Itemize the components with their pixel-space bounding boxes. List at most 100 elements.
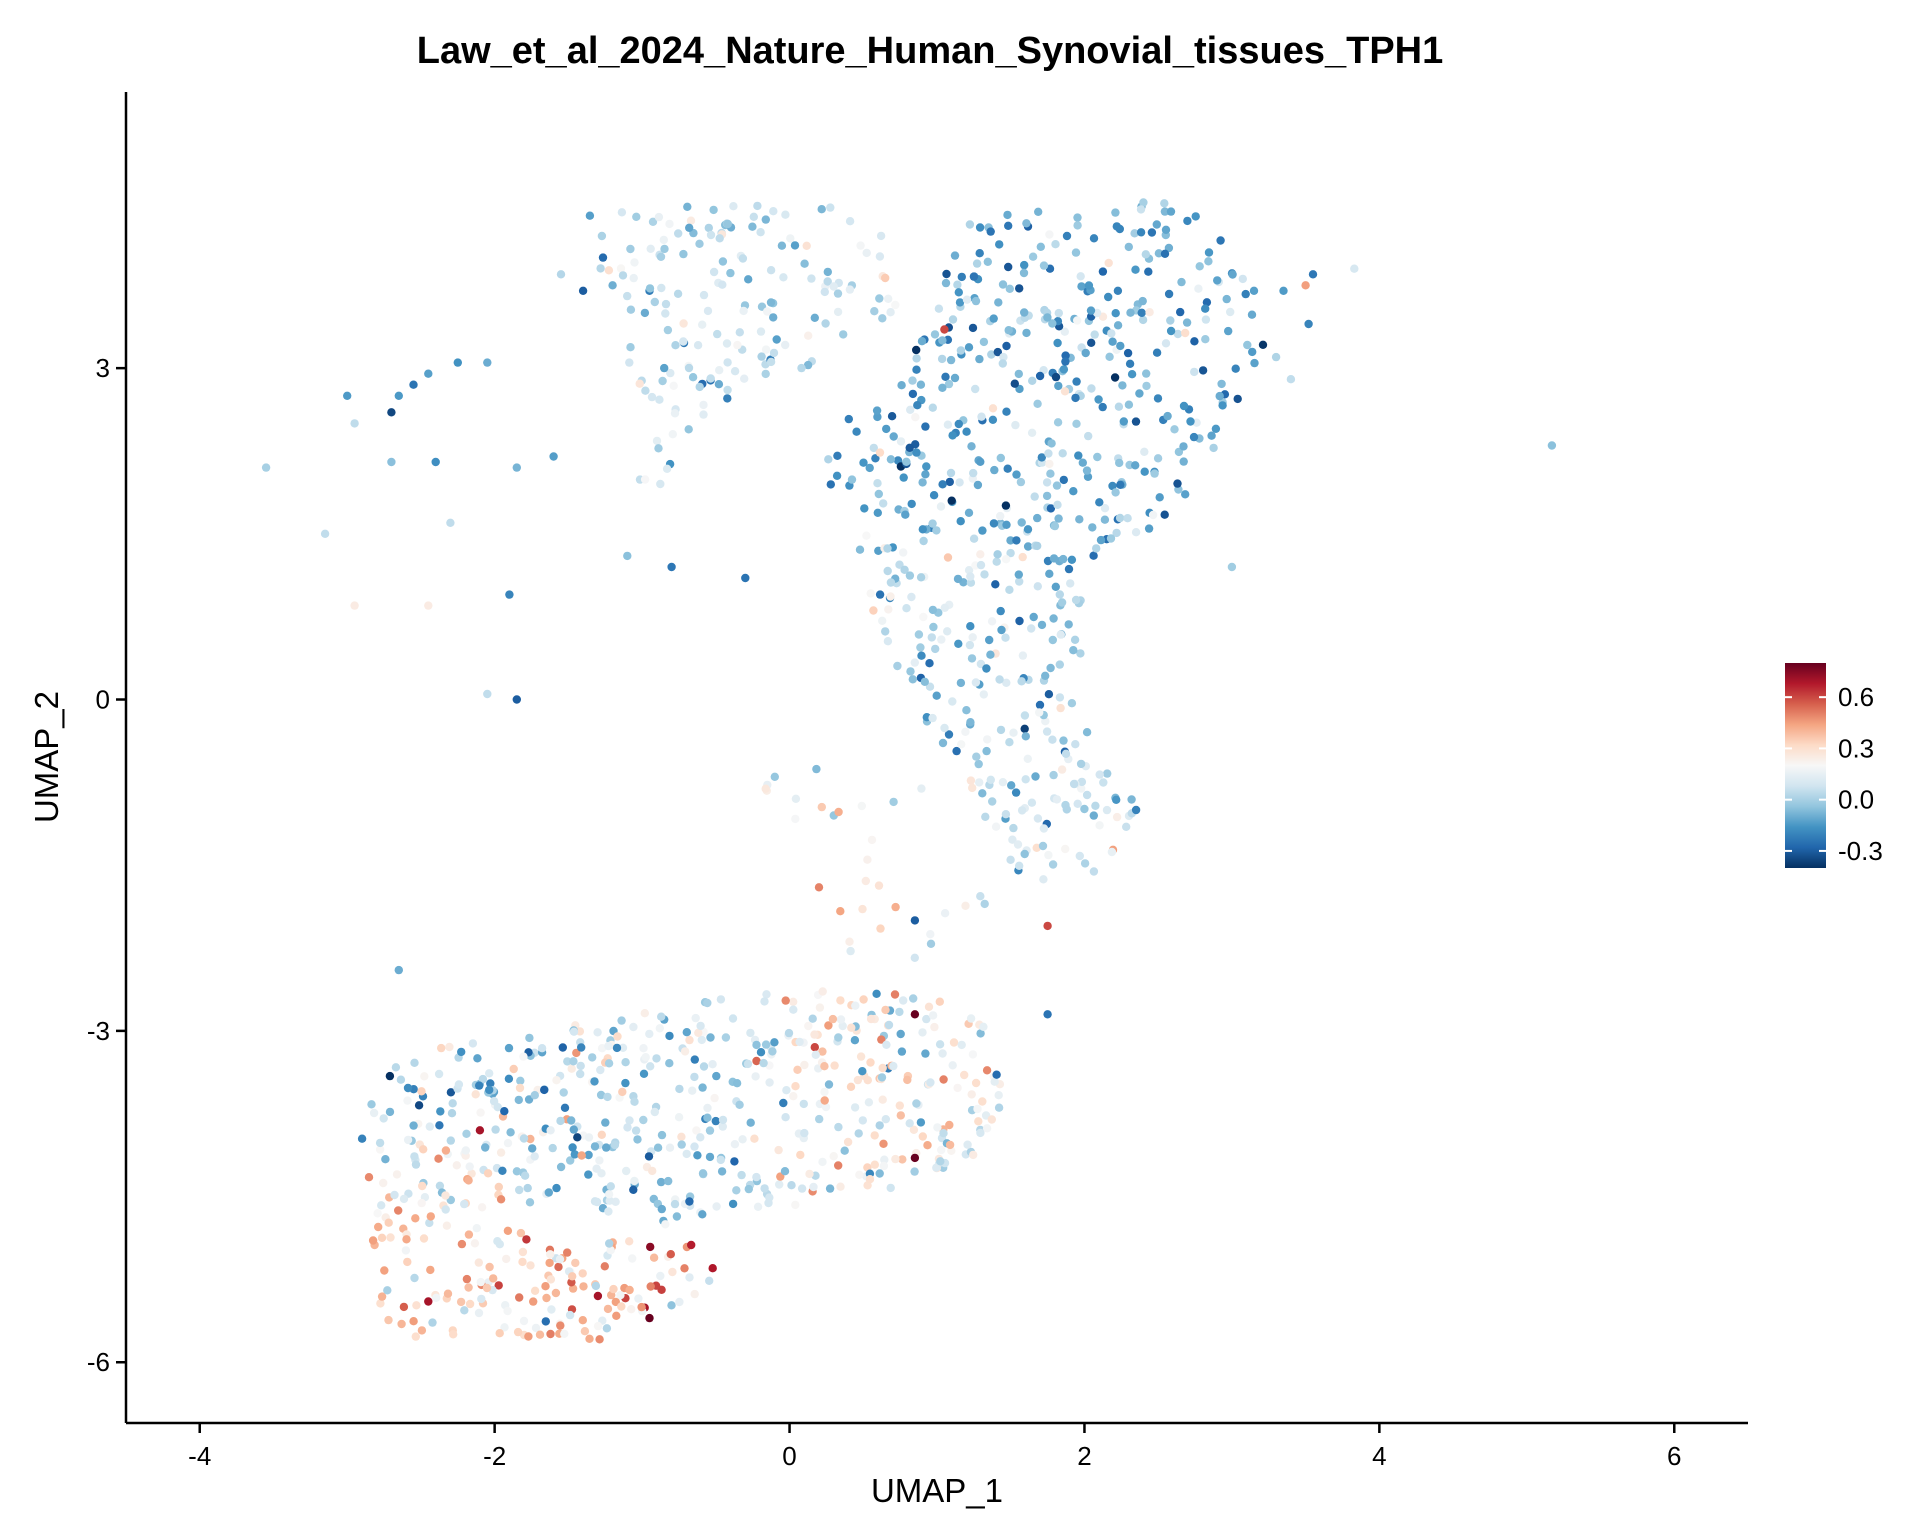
scatter-point [761,784,770,793]
scatter-point [1202,298,1212,307]
scatter-point [953,1083,962,1093]
scatter-point [789,1005,798,1014]
scatter-point [1059,736,1068,745]
scatter-point [912,354,921,363]
scatter-point [544,1188,553,1197]
colorbar-gradient [1785,663,1826,868]
scatter-point [1131,805,1141,815]
scatter-point [1001,810,1011,819]
scatter-point [1062,231,1072,241]
scatter-point [411,1214,420,1223]
scatter-point [679,249,688,259]
scatter-point [1136,228,1146,237]
scatter-point [525,1033,534,1043]
scatter-point [979,337,989,347]
scatter-point [640,475,650,484]
scatter-point [662,464,672,473]
scatter-point [907,499,916,509]
scatter-point [910,953,919,962]
scatter-point [728,1199,738,1209]
scatter-point [595,1335,604,1344]
scatter-point [834,1122,843,1132]
scatter-point [383,1286,392,1295]
scatter-point [668,1267,677,1277]
scatter-point [930,1022,939,1032]
scatter-point [872,989,881,998]
scatter-point [569,1057,578,1066]
scatter-point [1231,364,1240,373]
scatter-point [1160,207,1170,216]
scatter-point [917,784,926,793]
scatter-point [1015,861,1024,870]
scatter-point [1016,477,1026,487]
scatter-point [818,1157,827,1167]
scatter-point [993,347,1002,357]
scatter-point [320,529,330,538]
scatter-point [401,1246,411,1255]
scatter-point [692,1126,701,1135]
scatter-point [491,1125,500,1134]
scatter-point [526,1261,535,1270]
scatter-point [956,517,965,526]
scatter-point [571,1258,580,1268]
scatter-point [836,996,845,1005]
scatter-point [1071,740,1080,749]
scatter-point [578,1269,587,1278]
scatter-point [1088,523,1097,532]
scatter-point [875,1121,884,1130]
scatter-point [461,1146,470,1155]
scatter-point [693,1151,702,1160]
scatter-point [535,1330,545,1339]
scatter-point [845,937,854,946]
scatter-point [684,425,693,434]
scatter-point [954,288,963,297]
scatter-point [500,1107,509,1116]
scatter-point [506,1128,515,1137]
scatter-point [861,876,870,886]
scatter-point [660,363,669,373]
scatter-point [820,1062,829,1071]
scatter-point [679,319,688,328]
scatter-point [1113,321,1123,330]
scatter-point [928,713,937,723]
scatter-point [877,1073,887,1082]
scatter-point [862,248,871,258]
scatter-point [446,1088,456,1097]
scatter-point [1179,442,1188,451]
scatter-point [718,1122,727,1131]
scatter-point [685,223,694,232]
scatter-point [909,1125,919,1135]
scatter-point [1061,357,1070,366]
scatter-point [1042,727,1052,736]
scatter-point [730,1157,739,1166]
scatter-point [1017,677,1026,686]
scatter-point [1209,443,1218,453]
scatter-point [512,695,521,704]
scatter-point [1164,289,1174,299]
colorbar-tick-label: -0.3 [1838,836,1883,866]
scatter-point [531,1323,541,1333]
scatter-point [460,1306,469,1315]
scatter-point [944,379,954,389]
scatter-point [1049,770,1058,780]
scatter-point [1086,306,1096,315]
scatter-point [1045,459,1054,469]
scatter-point [1179,401,1189,411]
scatter-point [437,1043,446,1053]
scatter-point [980,570,989,579]
scatter-point [780,1167,790,1176]
scatter-point [918,1028,927,1037]
scatter-point [546,1329,555,1339]
scatter-point [945,1120,954,1130]
scatter-point [718,257,728,266]
scatter-point [876,924,885,933]
scatter-point [646,1062,655,1071]
scatter-point [715,234,724,243]
scatter-point [746,1118,755,1127]
scatter-point [987,350,996,359]
scatter-point [1131,265,1140,274]
scatter-point [399,1194,409,1204]
scatter-point [872,406,882,415]
scatter-point [1044,449,1053,458]
scatter-point [698,320,707,329]
